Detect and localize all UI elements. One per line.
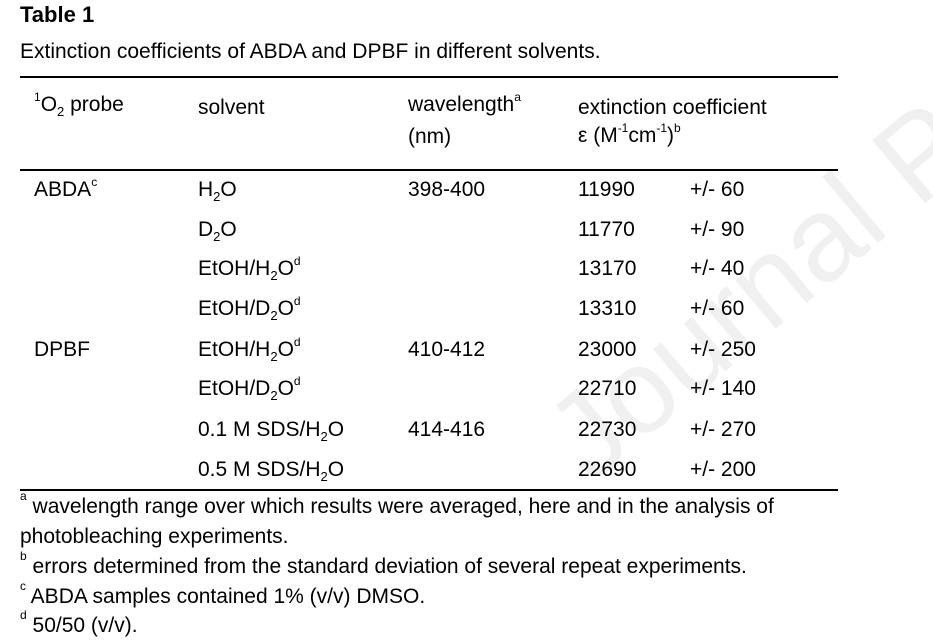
bottom-rule: [20, 489, 838, 491]
error-cell: +/- 270: [690, 418, 756, 441]
probe-cell: DPBF: [34, 338, 91, 361]
error-cell: +/- 250: [690, 338, 756, 361]
footnote-c: c ABDA samples contained 1% (v/v) DMSO.: [20, 579, 426, 608]
value-cell: 13310: [578, 297, 637, 320]
wavelength-cell: 398-400: [408, 178, 486, 201]
table-caption: Extinction coefficients of ABDA and DPBF…: [20, 40, 601, 63]
solvent-cell: EtOH/D2Od: [198, 374, 301, 403]
solvent-cell: EtOH/H2Od: [198, 254, 301, 283]
error-cell: +/- 60: [690, 297, 745, 320]
table-label: Table 1: [20, 2, 95, 27]
value-cell: 11770: [578, 218, 635, 241]
value-cell: 11990: [578, 178, 635, 201]
value-cell: 22710: [578, 377, 637, 400]
header-rule: [20, 169, 838, 171]
header-probe: 1O2 probe: [34, 90, 124, 119]
solvent-cell: H2O: [198, 178, 237, 204]
header-extinction-unit: ε (M-1cm-1)b: [578, 121, 681, 147]
header-wavelength: wavelengtha: [408, 90, 521, 116]
error-cell: +/- 200: [690, 458, 756, 481]
solvent-cell: EtOH/D2Od: [198, 294, 301, 323]
solvent-cell: D2O: [198, 218, 237, 244]
solvent-cell: 0.1 M SDS/H2O: [198, 418, 345, 444]
footnote-b: b errors determined from the standard de…: [20, 549, 747, 578]
header-wavelength-unit: (nm): [408, 125, 452, 148]
error-cell: +/- 90: [690, 218, 745, 241]
probe-cell: ABDAc: [34, 175, 98, 201]
top-rule: [20, 76, 838, 78]
error-cell: +/- 140: [690, 377, 756, 400]
value-cell: 22690: [578, 458, 637, 481]
value-cell: 22730: [578, 418, 637, 441]
value-cell: 13170: [578, 257, 637, 280]
footnote-a: a wavelength range over which results we…: [20, 489, 774, 518]
error-cell: +/- 40: [690, 257, 745, 280]
footnote-a-cont: photobleaching experiments.: [20, 525, 289, 548]
value-cell: 23000: [578, 338, 637, 361]
wavelength-cell: 410-412: [408, 338, 486, 361]
solvent-cell: EtOH/H2Od: [198, 335, 301, 364]
wavelength-cell: 414-416: [408, 418, 486, 441]
footnote-d: d 50/50 (v/v).: [20, 608, 138, 637]
header-extinction: extinction coefficient: [578, 96, 767, 119]
solvent-cell: 0.5 M SDS/H2O: [198, 458, 345, 484]
header-solvent: solvent: [198, 96, 265, 119]
error-cell: +/- 60: [690, 178, 745, 201]
